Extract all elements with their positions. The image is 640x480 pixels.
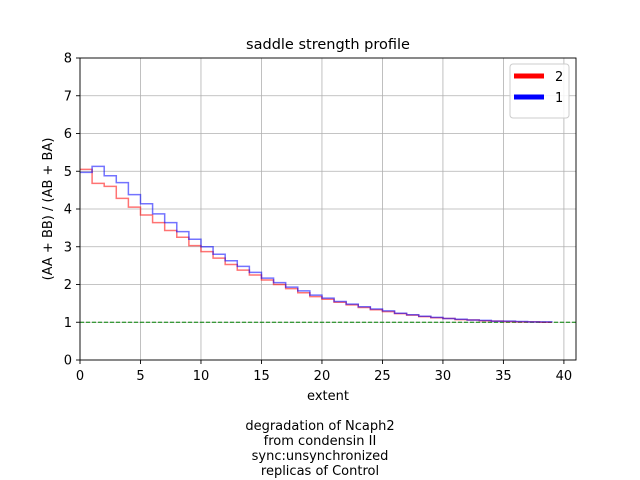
x-tick-label: 25	[374, 369, 391, 384]
x-tick-label: 0	[76, 369, 84, 384]
y-tick-label: 1	[64, 316, 72, 331]
series-line-1	[80, 165, 553, 323]
y-tick-label: 8	[64, 52, 72, 67]
series-line-2	[80, 168, 552, 323]
grid-lines	[79, 57, 576, 361]
x-tick-label: 35	[495, 369, 512, 384]
y-tick-label: 4	[64, 203, 72, 218]
legend-label-2: 2	[555, 70, 563, 85]
x-tick-label: 20	[314, 369, 331, 384]
legend: 21	[509, 63, 570, 119]
y-tick-label: 2	[64, 278, 72, 293]
caption-line-2: from condensin II	[263, 434, 377, 449]
x-tick-label: 40	[556, 369, 573, 384]
series-layer	[80, 165, 553, 323]
y-tick-label: 3	[64, 240, 72, 255]
y-tick-label: 5	[64, 165, 72, 180]
legend-label-1: 1	[555, 91, 563, 106]
caption-line-1: degradation of Ncaph2	[245, 419, 395, 434]
x-tick-label: 15	[253, 369, 270, 384]
caption-line-4: replicas of Control	[260, 464, 380, 479]
x-tick-label: 5	[136, 369, 144, 384]
y-tick-label: 6	[64, 127, 72, 142]
axes: 0 5 10 15 20 25 30 35 40 0 1 2 3 4 5 6 7 8	[64, 52, 577, 384]
chart-title: saddle strength profile	[246, 37, 410, 53]
x-tick-label: 10	[193, 369, 210, 384]
caption-line-3: sync:unsynchronized	[251, 449, 389, 464]
x-tick-label: 30	[435, 369, 452, 384]
y-tick-label: 7	[64, 89, 72, 104]
y-tick-label: 0	[64, 354, 72, 369]
x-axis-label: extent	[307, 389, 349, 404]
y-axis-label: (AA + BB) / (AB + BA)	[41, 138, 56, 281]
